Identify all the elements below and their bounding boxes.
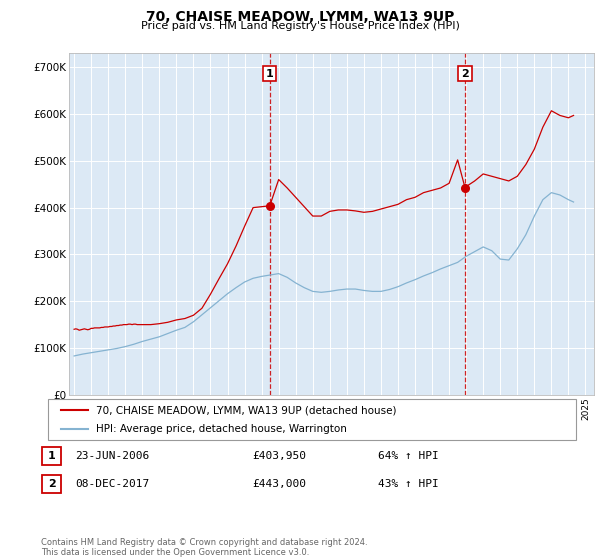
Text: 2: 2 (48, 479, 55, 489)
Text: HPI: Average price, detached house, Warrington: HPI: Average price, detached house, Warr… (95, 424, 346, 433)
FancyBboxPatch shape (42, 475, 61, 493)
Text: 1: 1 (48, 451, 55, 461)
Text: £443,000: £443,000 (252, 479, 306, 489)
Text: £403,950: £403,950 (252, 451, 306, 461)
Text: 64% ↑ HPI: 64% ↑ HPI (378, 451, 439, 461)
Text: 43% ↑ HPI: 43% ↑ HPI (378, 479, 439, 489)
FancyBboxPatch shape (42, 447, 61, 465)
Text: 08-DEC-2017: 08-DEC-2017 (75, 479, 149, 489)
Text: 23-JUN-2006: 23-JUN-2006 (75, 451, 149, 461)
Text: 70, CHAISE MEADOW, LYMM, WA13 9UP (detached house): 70, CHAISE MEADOW, LYMM, WA13 9UP (detac… (95, 405, 396, 415)
Text: Price paid vs. HM Land Registry's House Price Index (HPI): Price paid vs. HM Land Registry's House … (140, 21, 460, 31)
Text: Contains HM Land Registry data © Crown copyright and database right 2024.
This d: Contains HM Land Registry data © Crown c… (41, 538, 367, 557)
Text: 1: 1 (266, 68, 274, 78)
Text: 2: 2 (461, 68, 469, 78)
Text: 70, CHAISE MEADOW, LYMM, WA13 9UP: 70, CHAISE MEADOW, LYMM, WA13 9UP (146, 10, 454, 24)
FancyBboxPatch shape (48, 399, 576, 440)
